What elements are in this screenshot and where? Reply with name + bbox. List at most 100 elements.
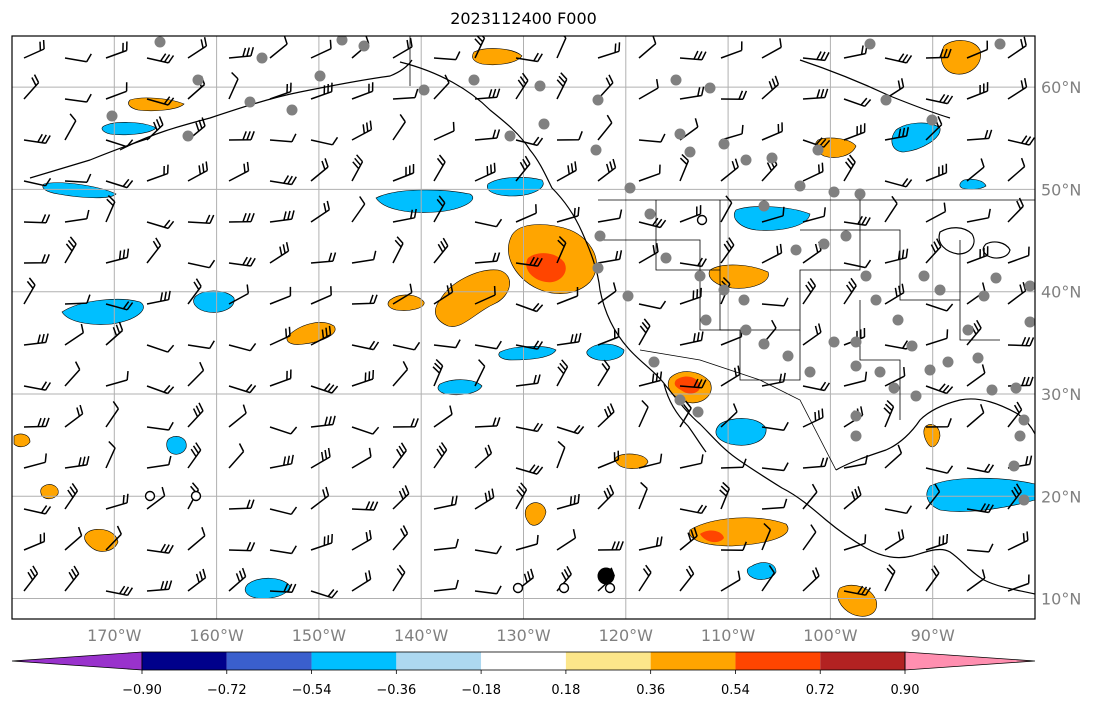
wind-barb	[23, 277, 36, 305]
wind-barb	[843, 406, 864, 428]
station-dot	[828, 336, 840, 348]
colorbar-tick-label: 0.72	[806, 683, 835, 698]
station-dot	[694, 270, 706, 282]
wind-barb	[146, 53, 175, 64]
colorbar-bin	[735, 652, 821, 670]
wind-barb	[474, 545, 502, 555]
wind-barb	[146, 237, 162, 264]
wind-barb	[966, 503, 994, 514]
station-dot	[942, 356, 954, 368]
wind-barb	[761, 206, 785, 223]
shade-region	[926, 477, 1035, 512]
colorbar-tick-label: 0.90	[891, 683, 920, 698]
wind-barb	[228, 256, 256, 267]
wind-barb	[64, 482, 79, 510]
station-ring	[190, 490, 202, 502]
station-dot	[994, 38, 1006, 50]
station-dot	[804, 366, 816, 378]
colorbar-bin	[226, 652, 312, 670]
wind-barb	[146, 384, 175, 395]
colorbar-bin	[311, 652, 397, 670]
wind-barb	[679, 504, 708, 515]
wind-barb	[720, 195, 733, 223]
wind-barb	[146, 580, 173, 592]
wind-barb	[679, 565, 695, 592]
colorbar-bin	[820, 652, 905, 670]
wind-barb	[64, 323, 85, 346]
wind-barb	[966, 569, 986, 592]
station-dot	[670, 74, 682, 86]
wind-barb	[105, 139, 134, 148]
wind-barb	[556, 529, 577, 551]
station-dot	[538, 118, 550, 130]
wind-barb	[310, 286, 332, 305]
station-dot	[934, 284, 946, 296]
station-dot	[648, 356, 660, 368]
wind-barb	[719, 481, 730, 510]
shade-region	[923, 424, 941, 448]
wind-barb	[802, 483, 818, 510]
wind-barb	[392, 564, 406, 592]
longitude-tick-label: 90°W	[911, 626, 955, 645]
shade-region	[101, 122, 157, 136]
latitude-tick-label: 60°N	[1041, 78, 1081, 97]
wind-barb	[433, 51, 461, 61]
wind-barb	[720, 458, 747, 469]
wind-barb	[351, 447, 372, 469]
station-dot	[592, 94, 604, 106]
colorbar-tick-label: −0.18	[461, 683, 501, 698]
wind-barb	[105, 525, 122, 551]
wind-barb	[966, 158, 985, 182]
station-dot	[986, 384, 998, 396]
wind-barb	[515, 256, 543, 267]
station-ring	[558, 582, 570, 594]
wind-barb	[351, 501, 379, 511]
wind-barb	[351, 120, 373, 141]
wind-barb	[474, 359, 486, 387]
station-dot	[468, 74, 480, 86]
wind-barb	[638, 36, 657, 59]
wind-barb	[310, 136, 339, 146]
station-dot	[704, 82, 716, 94]
station-dot	[700, 314, 712, 326]
wind-barb	[679, 86, 705, 100]
wind-barb	[761, 297, 789, 307]
wind-barb	[966, 129, 993, 141]
wind-barb	[146, 421, 174, 431]
station-dot	[880, 94, 892, 106]
station-dot	[812, 144, 824, 156]
latitude-tick-label: 50°N	[1041, 180, 1081, 199]
station-dot	[718, 284, 730, 296]
wind-barb	[556, 72, 568, 100]
wind-barb	[1007, 78, 1028, 100]
wind-barb	[597, 484, 615, 510]
wind-barb	[269, 210, 295, 223]
wind-barb	[720, 541, 747, 551]
wind-barb	[597, 359, 611, 387]
map-title: 2023112400 F000	[450, 9, 597, 28]
wind-barb	[843, 123, 866, 141]
longitude-tick-label: 120°W	[599, 626, 654, 645]
wind-barb	[474, 488, 495, 510]
station-dot	[182, 130, 194, 142]
station-dot	[766, 152, 778, 164]
station-dot	[740, 154, 752, 166]
shade-region	[524, 502, 547, 526]
wind-barb	[187, 442, 202, 469]
wind-barb	[64, 456, 90, 469]
station-dot	[684, 146, 696, 158]
colorbar-tick-label: −0.54	[292, 683, 332, 698]
wind-barb	[433, 121, 455, 141]
wind-barb	[925, 483, 941, 510]
colorbar-outline	[141, 651, 906, 671]
wind-barb	[720, 237, 735, 264]
wind-barb	[187, 259, 216, 269]
wind-barb	[843, 259, 872, 269]
shade-region	[193, 290, 235, 313]
wind-barb	[802, 567, 820, 592]
wind-barb	[515, 72, 529, 100]
station-dot	[972, 352, 984, 364]
wind-barb	[105, 178, 134, 189]
wind-barb	[187, 37, 208, 59]
wind-barb	[802, 137, 831, 148]
